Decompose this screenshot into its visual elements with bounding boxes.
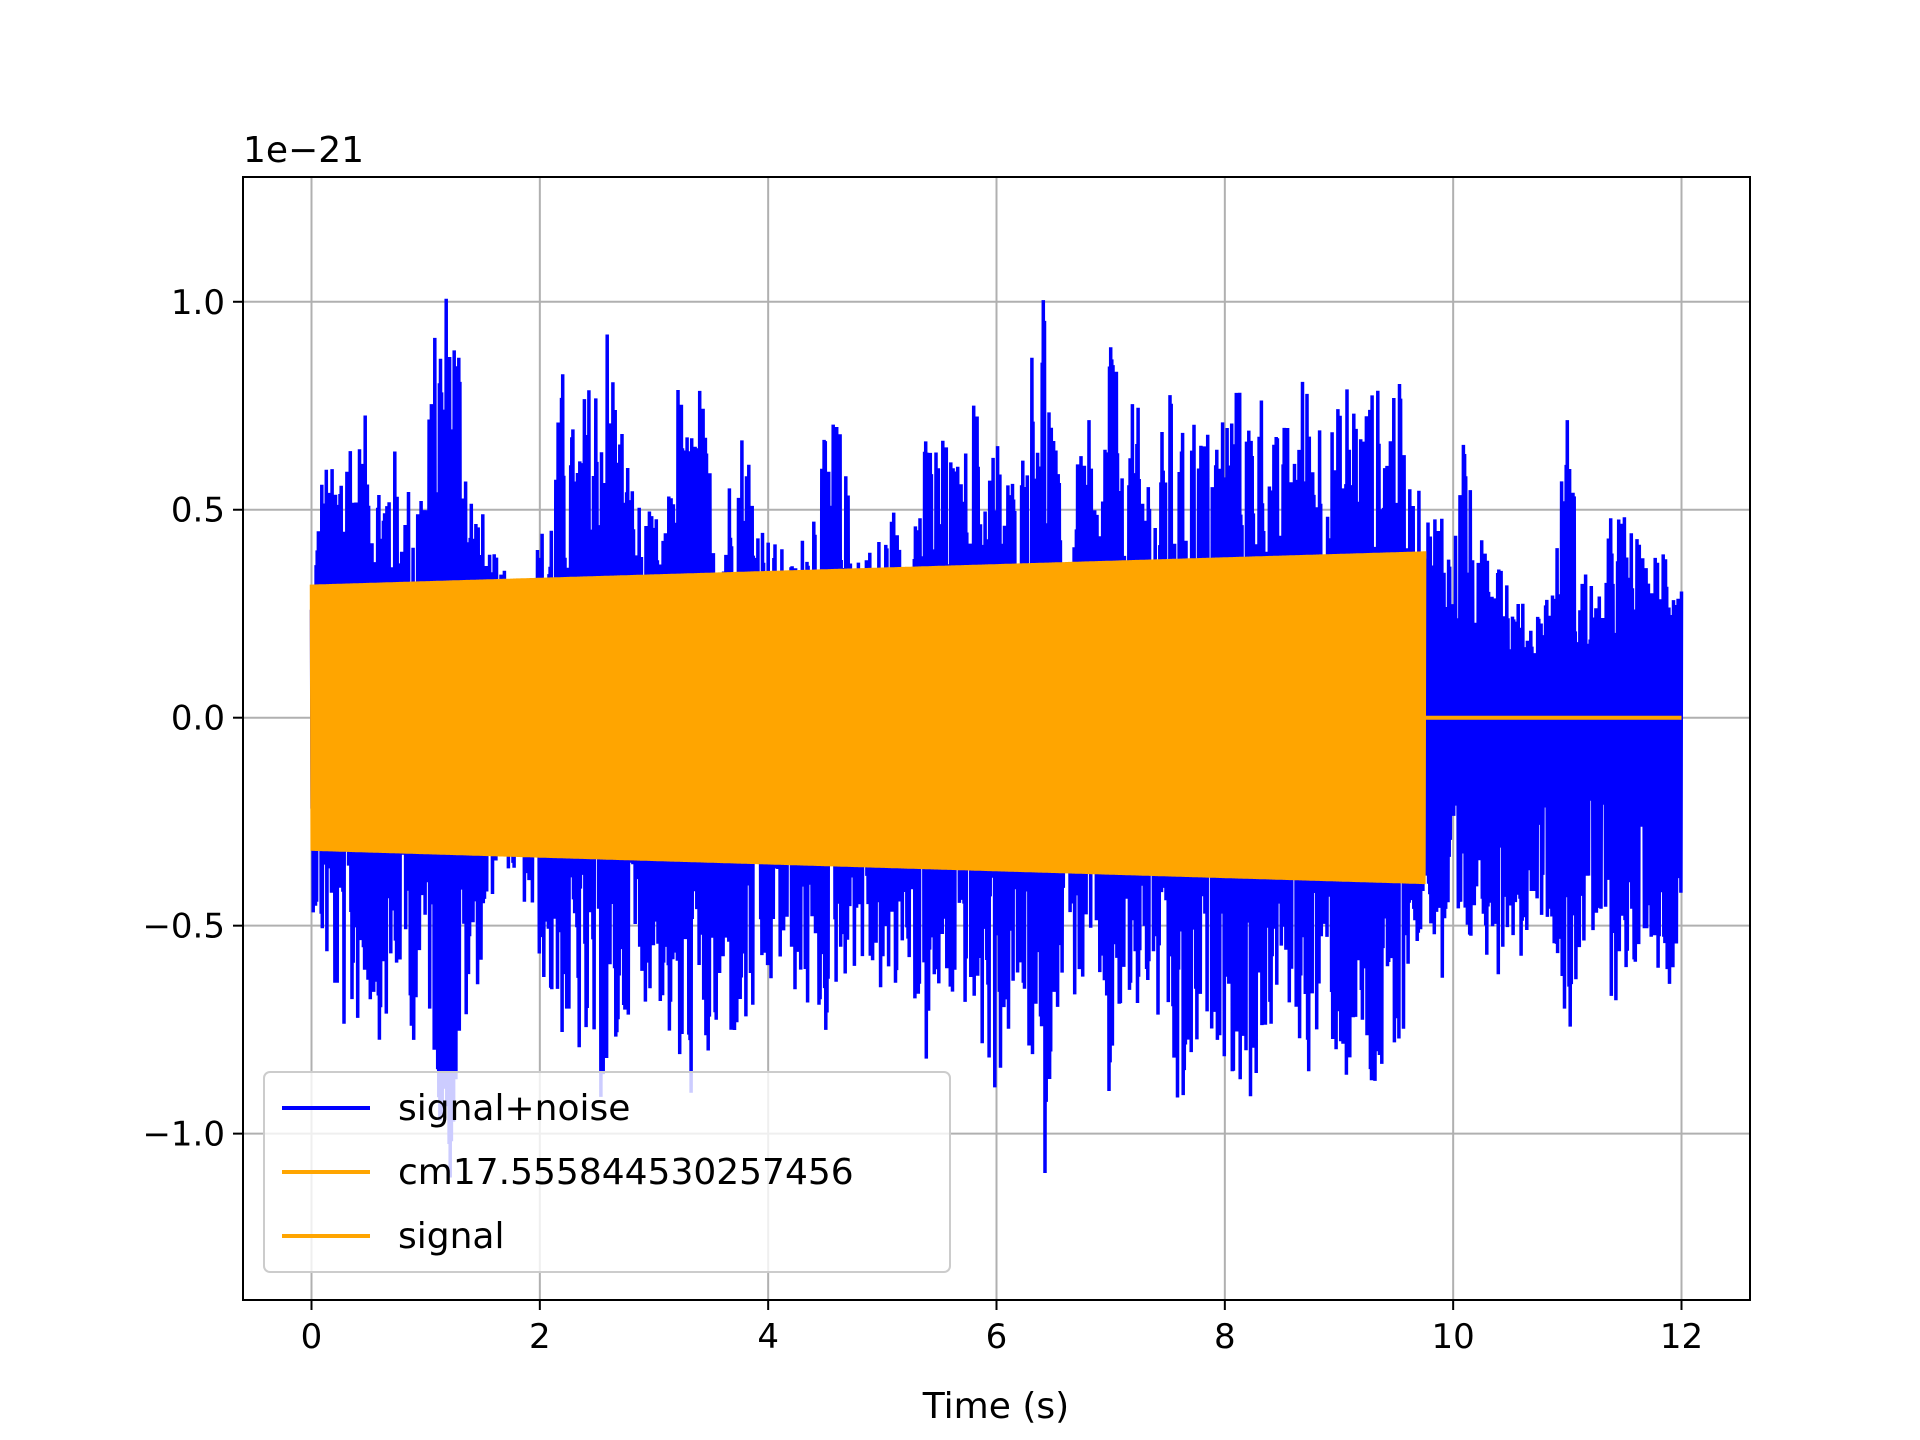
x-tick-label: 4: [757, 1317, 779, 1357]
series-line-signal-noise: [309, 298, 1684, 1178]
x-tick-label: 10: [1432, 1317, 1475, 1357]
axis-ticks: 0 2 4 6 8 10 12 −1.0 −0.5 0.0 0.5 1.0: [142, 283, 1703, 1357]
x-tick-label: 12: [1660, 1317, 1703, 1357]
y-tick-label: 0.5: [171, 491, 225, 531]
x-axis-label: Time (s): [922, 1386, 1069, 1427]
x-tick-label: 8: [1214, 1317, 1236, 1357]
legend-box: [263, 1071, 951, 1273]
legend-label-cm: cm17.555844530257456: [398, 1152, 854, 1193]
legend-label-signal: signal: [398, 1216, 505, 1257]
series-line-cm: [309, 551, 1427, 885]
legend-label-signal-noise: signal+noise: [398, 1088, 630, 1129]
legend: signal+noise cm17.555844530257456 signal: [263, 1071, 951, 1273]
y-tick-label: −1.0: [142, 1115, 225, 1155]
x-tick-label: 2: [529, 1317, 551, 1357]
x-tick-label: 0: [301, 1317, 323, 1357]
y-tick-label: 1.0: [171, 283, 225, 323]
y-offset-label: 1e−21: [243, 130, 364, 171]
y-tick-label: 0.0: [171, 699, 225, 739]
x-tick-label: 6: [986, 1317, 1008, 1357]
plot-area: [309, 298, 1684, 1178]
y-tick-label: −0.5: [142, 907, 225, 947]
